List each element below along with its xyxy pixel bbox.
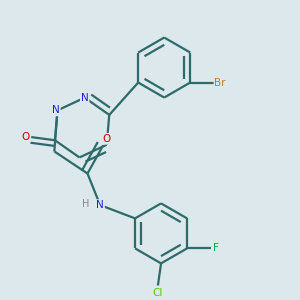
Text: Cl: Cl — [153, 288, 163, 298]
Text: O: O — [21, 132, 30, 142]
Text: N: N — [96, 200, 104, 210]
Text: N: N — [52, 105, 60, 115]
Text: H: H — [82, 199, 90, 208]
Text: Br: Br — [214, 77, 226, 88]
Text: F: F — [214, 243, 219, 254]
Text: N: N — [81, 93, 88, 103]
Text: O: O — [102, 134, 111, 144]
